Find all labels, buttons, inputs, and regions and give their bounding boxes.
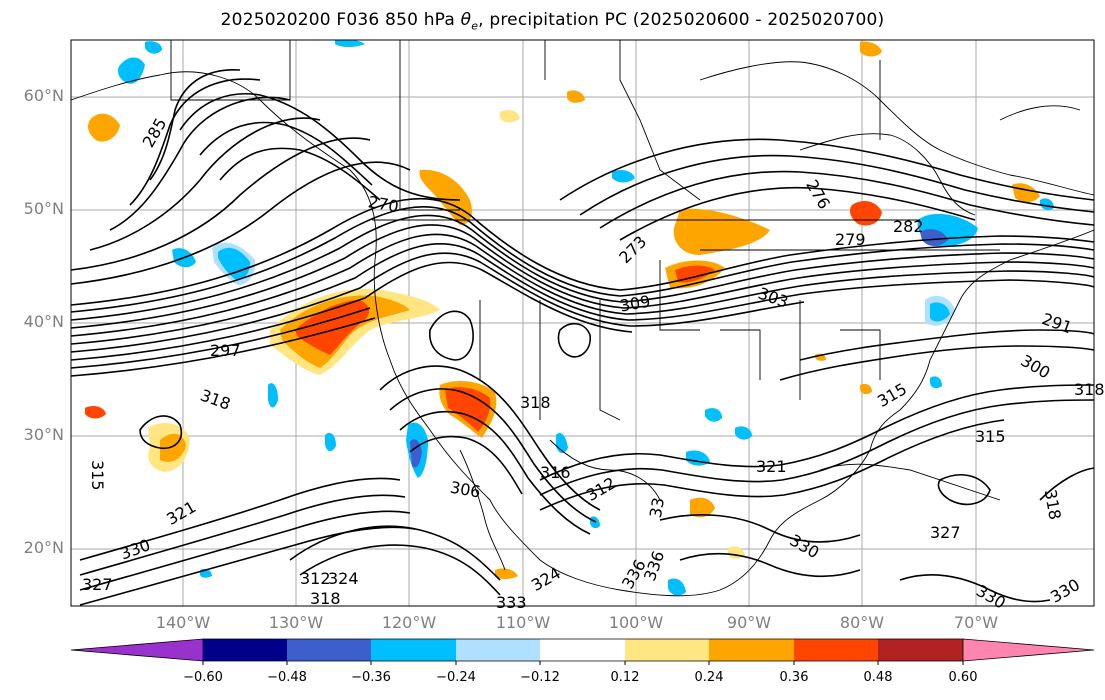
- contour-label: 318: [1074, 380, 1105, 399]
- colorbar-tick-label: 0.60: [948, 670, 978, 685]
- contour-label: 33: [646, 496, 668, 519]
- theta-e-contours: [71, 69, 1094, 606]
- contour-label: 297: [210, 341, 241, 360]
- lon-label: 120°W: [381, 613, 437, 632]
- contour-label: 282: [893, 217, 924, 236]
- map-frame: [70, 39, 1095, 607]
- colorbar-tick-label: −0.60: [183, 670, 223, 685]
- lon-label: 90°W: [726, 613, 772, 632]
- lon-label: 80°W: [839, 613, 885, 632]
- contour-label: 315: [88, 460, 107, 491]
- contour-label: 321: [756, 457, 787, 476]
- lat-label: 40°N: [23, 312, 64, 331]
- contour-label: 318: [520, 393, 551, 412]
- colorbar-tick-label: −0.12: [520, 670, 560, 685]
- colorbar-tick-label: −0.36: [351, 670, 391, 685]
- colorbar: [70, 638, 1095, 665]
- colorbar-tick-label: −0.48: [267, 670, 307, 685]
- coastlines-borders: [71, 40, 1094, 597]
- map-content: [71, 40, 1094, 606]
- lon-label: 140°W: [155, 613, 211, 632]
- lon-label: 70°W: [953, 613, 999, 632]
- colorbar-tick-label: 0.12: [610, 670, 640, 685]
- colorbar-tick-label: −0.24: [436, 670, 476, 685]
- contour-label: 327: [82, 575, 113, 594]
- contour-label: 327: [930, 523, 961, 542]
- colorbar-tick-label: 0.36: [779, 670, 809, 685]
- lat-label: 20°N: [23, 538, 64, 557]
- lon-label: 130°W: [268, 613, 324, 632]
- contour-label: 315: [975, 427, 1006, 446]
- contour-label: 312: [300, 569, 331, 588]
- colorbar-tick-label: 0.24: [694, 670, 724, 685]
- contour-label: 324: [328, 569, 359, 588]
- contour-label: 318: [310, 589, 341, 608]
- lat-label: 30°N: [23, 425, 64, 444]
- contour-label: 316: [540, 463, 571, 482]
- lat-label: 50°N: [23, 199, 64, 218]
- colorbar-tick-label: 0.48: [863, 670, 893, 685]
- lon-label: 100°W: [608, 613, 664, 632]
- contour-label: 333: [496, 593, 527, 612]
- lon-label: 110°W: [495, 613, 551, 632]
- contour-label: 279: [835, 230, 866, 249]
- lat-label: 60°N: [23, 86, 64, 105]
- map-title: 2025020200 F036 850 hPa θe, precipitatio…: [220, 10, 885, 33]
